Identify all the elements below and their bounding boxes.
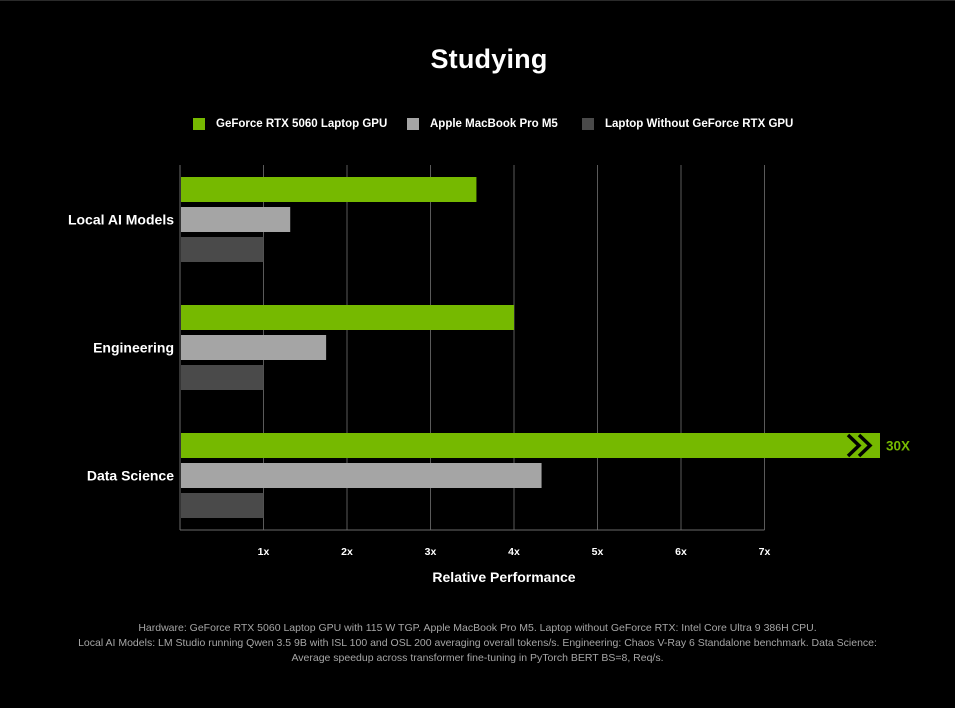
data-label-data-science: 30X [886, 439, 910, 454]
x-tick-label-6: 6x [675, 546, 687, 558]
category-label-engineering: Engineering [93, 340, 174, 356]
bar-local-ai-models-apple-macbook-pro-m5 [181, 207, 291, 232]
footnote-line-benchmarks: Local AI Models: LM Studio running Qwen … [78, 637, 877, 649]
legend-item-rtx-5060: GeForce RTX 5060 Laptop GPU [193, 118, 387, 130]
top-border [0, 0, 955, 1]
x-tick-label-3: 3x [425, 546, 437, 558]
x-tick-label-4: 4x [508, 546, 520, 558]
bar-data-science-laptop-without-geforce-rtx-gpu [181, 493, 264, 518]
category-label-local-ai-models: Local AI Models [68, 212, 174, 228]
x-tick-label-7: 7x [759, 546, 771, 558]
chart-title: Studying [430, 44, 548, 74]
category-label-data-science: Data Science [87, 468, 174, 484]
legend-label-macbook-pro-m5: Apple MacBook Pro M5 [430, 118, 558, 130]
legend-item-laptop-without-rtx: Laptop Without GeForce RTX GPU [582, 118, 793, 130]
legend-label-rtx-5060: GeForce RTX 5060 Laptop GPU [216, 118, 388, 130]
x-tick-label-1: 1x [258, 546, 270, 558]
axis-break-chevron-2 [857, 433, 873, 458]
legend-item-macbook-pro-m5: Apple MacBook Pro M5 [407, 118, 558, 130]
footnote-line-hardware: Hardware: GeForce RTX 5060 Laptop GPU wi… [138, 622, 817, 634]
bar-engineering-laptop-without-geforce-rtx-gpu [181, 365, 264, 390]
bar-local-ai-models-geforce-rtx-5060-laptop-gpu [181, 177, 477, 202]
bar-engineering-geforce-rtx-5060-laptop-gpu [181, 305, 514, 330]
footnote: Hardware: GeForce RTX 5060 Laptop GPU wi… [40, 621, 915, 666]
bar-data-science-geforce-rtx-5060-laptop-gpu [181, 433, 880, 458]
bar-local-ai-models-laptop-without-geforce-rtx-gpu [181, 237, 264, 262]
legend-swatch-rtx-5060 [193, 118, 205, 130]
axis-break-chevron-1 [846, 433, 862, 458]
x-tick-label-5: 5x [592, 546, 604, 558]
bar-data-science-apple-macbook-pro-m5 [181, 463, 542, 488]
bar-engineering-apple-macbook-pro-m5 [181, 335, 327, 360]
legend-swatch-macbook-pro-m5 [407, 118, 419, 130]
chart-legend: GeForce RTX 5060 Laptop GPU Apple MacBoo… [0, 118, 955, 134]
x-tick-label-2: 2x [341, 546, 353, 558]
footnote-line-data-science: Average speedup across transformer fine-… [291, 652, 664, 664]
legend-label-laptop-without-rtx: Laptop Without GeForce RTX GPU [605, 118, 794, 130]
x-axis-title: Relative Performance [432, 569, 575, 585]
legend-swatch-laptop-without-rtx [582, 118, 594, 130]
